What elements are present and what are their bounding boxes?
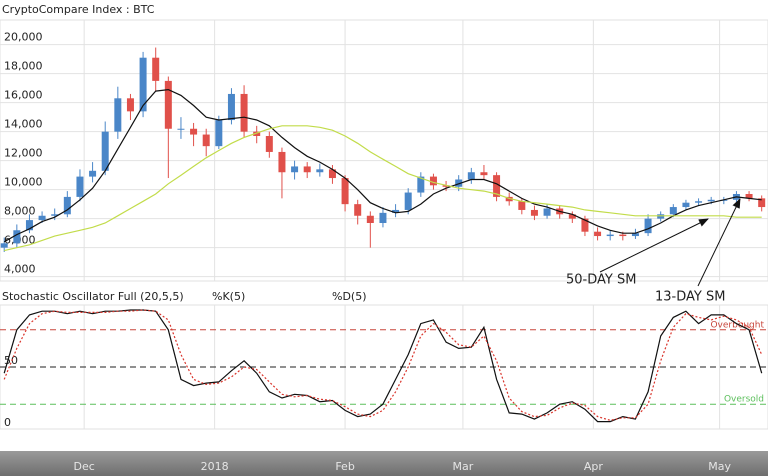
x-tick-label: Mar xyxy=(453,460,474,473)
candle-body xyxy=(518,201,526,210)
candle-body xyxy=(341,178,349,205)
candle-body xyxy=(253,131,261,136)
candle-body xyxy=(0,243,8,248)
candle-body xyxy=(291,166,299,173)
candle-body xyxy=(619,234,627,237)
candle-body xyxy=(644,218,652,234)
candle-body xyxy=(101,131,109,171)
candle-body xyxy=(114,98,122,132)
candle-body xyxy=(354,204,362,216)
candle-body xyxy=(493,175,501,197)
x-tick-label: Apr xyxy=(584,460,604,473)
candle-body xyxy=(215,120,223,147)
candle-body xyxy=(126,98,134,112)
x-tick-label: Feb xyxy=(335,460,354,473)
y-tick-label: 10,000 xyxy=(4,176,43,189)
candle-body xyxy=(695,201,703,203)
candle-body xyxy=(404,192,412,210)
y-tick-label: 20,000 xyxy=(4,31,43,44)
candle-body xyxy=(89,170,97,177)
candle-body xyxy=(63,196,71,215)
candle-body xyxy=(328,169,336,179)
candle-body xyxy=(530,209,538,216)
candle-body xyxy=(745,194,753,199)
candle-body xyxy=(429,176,437,186)
candle-body xyxy=(657,214,665,219)
y-tick-label: 0 xyxy=(4,416,11,429)
candle-body xyxy=(51,214,59,216)
candle-body xyxy=(455,179,463,187)
candle-body xyxy=(152,57,160,81)
candle-body xyxy=(669,207,677,215)
stochastic-line xyxy=(3,309,763,423)
candle-body xyxy=(442,185,450,187)
candle-body xyxy=(594,231,602,237)
chart-title: CryptoCompare Index : BTC xyxy=(2,3,155,16)
candle-body xyxy=(25,220,33,231)
annotation-arrow xyxy=(599,218,709,273)
navigator xyxy=(0,451,768,476)
level-label: Overbought xyxy=(710,320,764,330)
candle-body xyxy=(707,199,715,202)
x-tick-label: Dec xyxy=(74,460,95,473)
y-tick-label: 14,000 xyxy=(4,118,43,131)
annotation: 50-DAY SM xyxy=(566,273,636,288)
y-tick-label: 16,000 xyxy=(4,89,43,102)
y-tick-label: 8,000 xyxy=(4,205,36,218)
candle-body xyxy=(13,230,21,244)
price-panel xyxy=(0,19,768,282)
x-tick-label: 2018 xyxy=(201,460,229,473)
candle-body xyxy=(38,215,46,221)
candle-body xyxy=(606,234,614,237)
moving-average-line xyxy=(4,125,762,252)
moving-average-line xyxy=(3,88,762,243)
candle-body xyxy=(76,176,84,197)
candle-body xyxy=(505,196,513,202)
x-tick-label: May xyxy=(708,460,731,473)
candle-body xyxy=(278,151,286,173)
candle-body xyxy=(392,209,400,213)
candle-body xyxy=(417,176,425,193)
candle-body xyxy=(164,80,172,129)
candle-body xyxy=(177,128,185,130)
candle-body xyxy=(631,233,639,237)
annotation: 13-DAY SM xyxy=(655,290,725,305)
candle-body xyxy=(227,93,235,121)
level-label: Oversold xyxy=(724,395,764,405)
candle-body xyxy=(581,218,589,232)
legend-label: %D(5) xyxy=(332,290,367,303)
candle-body xyxy=(543,208,551,216)
stoch-title: Stochastic Oscillator Full (20,5,5) xyxy=(2,290,184,303)
y-tick-label: 12,000 xyxy=(4,147,43,160)
candle-body xyxy=(240,93,248,132)
legend-label: %K(5) xyxy=(212,290,245,303)
candle-body xyxy=(303,166,311,173)
candle-body xyxy=(758,198,766,208)
candle-body xyxy=(568,214,576,219)
candle-body xyxy=(190,128,198,135)
candle-body xyxy=(366,215,374,223)
y-tick-label: 18,000 xyxy=(4,60,43,73)
candle-body xyxy=(467,172,475,180)
candle-body xyxy=(316,169,324,173)
candle-body xyxy=(202,134,210,147)
candle-body xyxy=(480,172,488,176)
candle-body xyxy=(379,212,387,223)
y-tick-label: 4,000 xyxy=(4,263,36,276)
candle-body xyxy=(139,57,147,112)
candle-body xyxy=(682,202,690,208)
annotation-arrow xyxy=(697,198,741,287)
candle-body xyxy=(265,136,273,152)
